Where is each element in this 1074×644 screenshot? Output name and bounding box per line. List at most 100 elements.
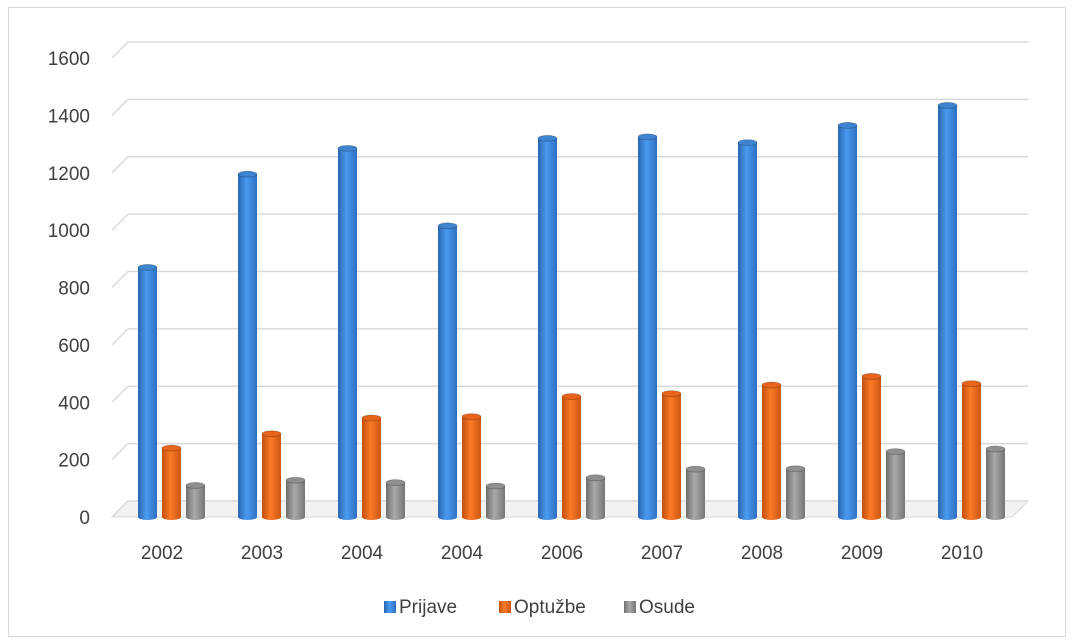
bar-osude <box>985 445 1006 520</box>
bar-body <box>238 174 257 520</box>
bar-prijave <box>237 170 258 520</box>
bar-cap <box>761 381 782 389</box>
gridline-side <box>111 500 129 518</box>
bar-cap <box>885 448 906 455</box>
bar-body <box>338 148 357 520</box>
legend-swatch <box>624 601 636 613</box>
bar-body <box>886 451 905 520</box>
bar-optužbe <box>761 381 782 520</box>
bars <box>137 101 1006 521</box>
bar-body <box>562 396 581 520</box>
y-tick-label: 400 <box>58 393 90 414</box>
x-tick-label: 2008 <box>741 543 783 564</box>
bar-body <box>186 485 205 520</box>
gridline-side <box>111 443 129 461</box>
bar-body <box>962 383 981 520</box>
legend-label: Optužbe <box>514 597 586 618</box>
bar-prijave <box>937 101 958 520</box>
gridline-side <box>111 41 129 59</box>
y-tick-label: 1400 <box>48 106 90 127</box>
bar-body <box>786 468 805 520</box>
legend-label: Osude <box>639 597 695 618</box>
bar-cap <box>137 264 158 271</box>
legend-swatch <box>384 601 396 613</box>
bar-cap <box>461 413 482 420</box>
bar-body <box>986 449 1005 520</box>
bar-prijave <box>337 144 358 520</box>
bar-body <box>686 469 705 520</box>
bar-cap <box>861 373 882 380</box>
gridline-side <box>111 213 129 231</box>
bar-body <box>462 416 481 520</box>
bar-body <box>938 105 957 520</box>
y-tick-label: 0 <box>79 508 90 529</box>
bar-cap <box>261 430 282 438</box>
gridline-side <box>111 156 129 174</box>
chart-frame <box>8 7 1066 637</box>
y-tick-label: 600 <box>58 336 90 357</box>
bar-optužbe <box>461 413 482 520</box>
x-tick-label: 2004 <box>341 543 384 564</box>
bar-body <box>762 385 781 520</box>
bar-cap <box>961 380 982 388</box>
bar-cap <box>485 482 506 490</box>
x-tick-label: 2009 <box>841 543 883 564</box>
bar-osude <box>785 465 806 520</box>
bar-prijave <box>437 222 458 520</box>
bar-body <box>362 418 381 520</box>
gridlines <box>111 41 1028 518</box>
bar-cap <box>661 390 682 398</box>
bar-body <box>138 267 157 520</box>
bar-cap <box>737 139 758 147</box>
x-tick-label: 2004 <box>441 543 484 564</box>
bar-cap <box>685 465 706 473</box>
legend: Prijave Optužbe Osude <box>384 597 695 618</box>
bar-osude <box>685 465 706 520</box>
gridline-side <box>111 270 129 289</box>
bar-prijave <box>137 264 158 520</box>
x-axis: 2002 2003 2004 2004 2006 2007 2008 2009 2010 <box>141 543 983 564</box>
bar-body <box>386 482 405 520</box>
bar-optužbe <box>661 390 682 520</box>
bar-osude <box>385 479 406 520</box>
x-tick-label: 2002 <box>141 543 183 564</box>
bar-body <box>586 477 605 520</box>
bar-osude <box>885 448 906 520</box>
bar-body <box>438 225 457 520</box>
bar-prijave <box>737 139 758 521</box>
bar-body <box>862 376 881 520</box>
y-tick-label: 1200 <box>48 164 90 185</box>
bar-cap <box>437 222 458 230</box>
bar-body <box>162 448 181 520</box>
y-tick-label: 1600 <box>48 49 90 70</box>
legend-label: Prijave <box>399 597 457 618</box>
gridline-side <box>111 385 129 403</box>
bar-optužbe <box>961 380 982 520</box>
bar-body <box>738 142 757 521</box>
bar-body <box>638 136 657 520</box>
x-tick-label: 2007 <box>641 543 683 564</box>
bar-cap <box>161 444 182 452</box>
bar-cap <box>361 414 382 422</box>
bar-cap <box>585 474 606 482</box>
y-tick-label: 800 <box>58 279 90 300</box>
bar-body <box>538 138 557 520</box>
bar-body <box>662 393 681 520</box>
y-axis: 0 200 400 600 800 1000 1200 1400 1600 <box>48 49 90 529</box>
bar-prijave <box>637 133 658 520</box>
bar-cap <box>537 134 558 142</box>
bar-cap <box>385 479 406 486</box>
bar-cap <box>185 482 206 489</box>
bar-osude <box>185 482 206 520</box>
bar-cap <box>837 122 858 129</box>
bar-cap <box>561 393 582 400</box>
bar-body <box>486 486 505 520</box>
bar-cap <box>337 144 358 152</box>
gridline-side <box>111 98 129 116</box>
bar-cap <box>285 476 306 484</box>
bar-optužbe <box>361 414 382 520</box>
bar-cap <box>785 465 806 473</box>
bar-body <box>262 433 281 520</box>
bar-body <box>286 480 305 520</box>
bar-osude <box>285 476 306 520</box>
